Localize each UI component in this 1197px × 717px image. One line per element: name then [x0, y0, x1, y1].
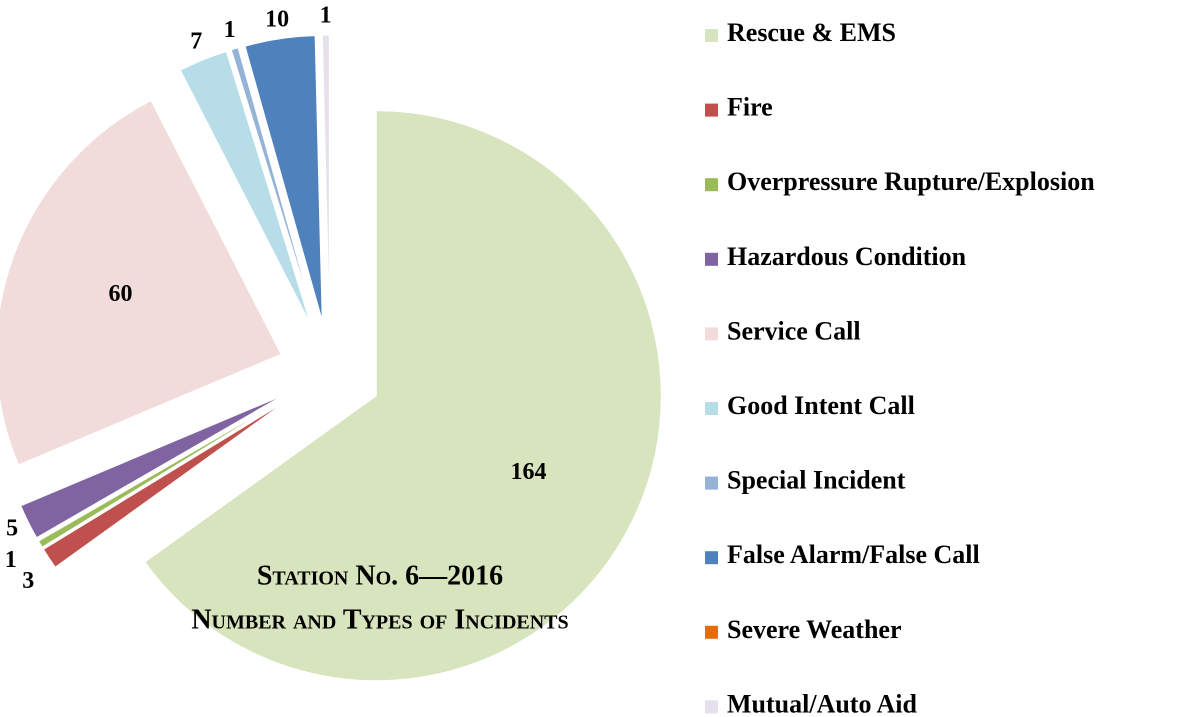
legend-label: Mutual/Auto Aid [727, 689, 918, 717]
legend-swatch [705, 476, 718, 490]
legend-swatch [705, 551, 718, 565]
legend-label: False Alarm/False Call [727, 540, 980, 569]
legend-swatch [705, 252, 718, 266]
data-label: 1 [320, 3, 332, 29]
pie-slice [244, 35, 323, 321]
pie-slice [0, 99, 282, 466]
legend-label: Severe Weather [727, 615, 901, 644]
legend-swatch [705, 700, 718, 714]
pie-slice [230, 47, 316, 323]
data-label: 5 [6, 516, 18, 542]
legend-label: Hazardous Condition [727, 242, 967, 271]
legend-swatch [705, 29, 718, 42]
legend-swatch [705, 327, 718, 341]
data-label: 60 [108, 281, 132, 307]
legend-swatch [705, 178, 718, 192]
pie-slice [321, 34, 330, 321]
legend-label: Service Call [727, 316, 861, 345]
legend-label: Fire [727, 93, 773, 122]
data-label: 3 [22, 568, 34, 594]
pie-slice [20, 394, 284, 539]
pie-slice [42, 400, 287, 568]
legend-swatch [705, 625, 718, 639]
data-label: 10 [265, 6, 289, 32]
chart-subtitle: Number and Types of Incidents [191, 604, 568, 635]
data-label: 1 [224, 17, 236, 43]
data-label: 7 [190, 29, 202, 55]
data-label: 164 [510, 459, 546, 485]
legend-label: Special Incident [727, 466, 906, 495]
legend-label: Rescue & EMS [727, 18, 896, 47]
legend-label: Good Intent Call [727, 391, 915, 420]
data-label: 1 [5, 547, 17, 573]
legend-swatch [705, 103, 718, 117]
pie-slice [144, 110, 662, 682]
chart-title: Station No. 6—2016 [257, 560, 503, 591]
pie-slice [37, 398, 286, 548]
legend-swatch [705, 402, 718, 415]
pie-slice [179, 50, 311, 325]
legend-label: Overpressure Rupture/Explosion [727, 167, 1095, 196]
